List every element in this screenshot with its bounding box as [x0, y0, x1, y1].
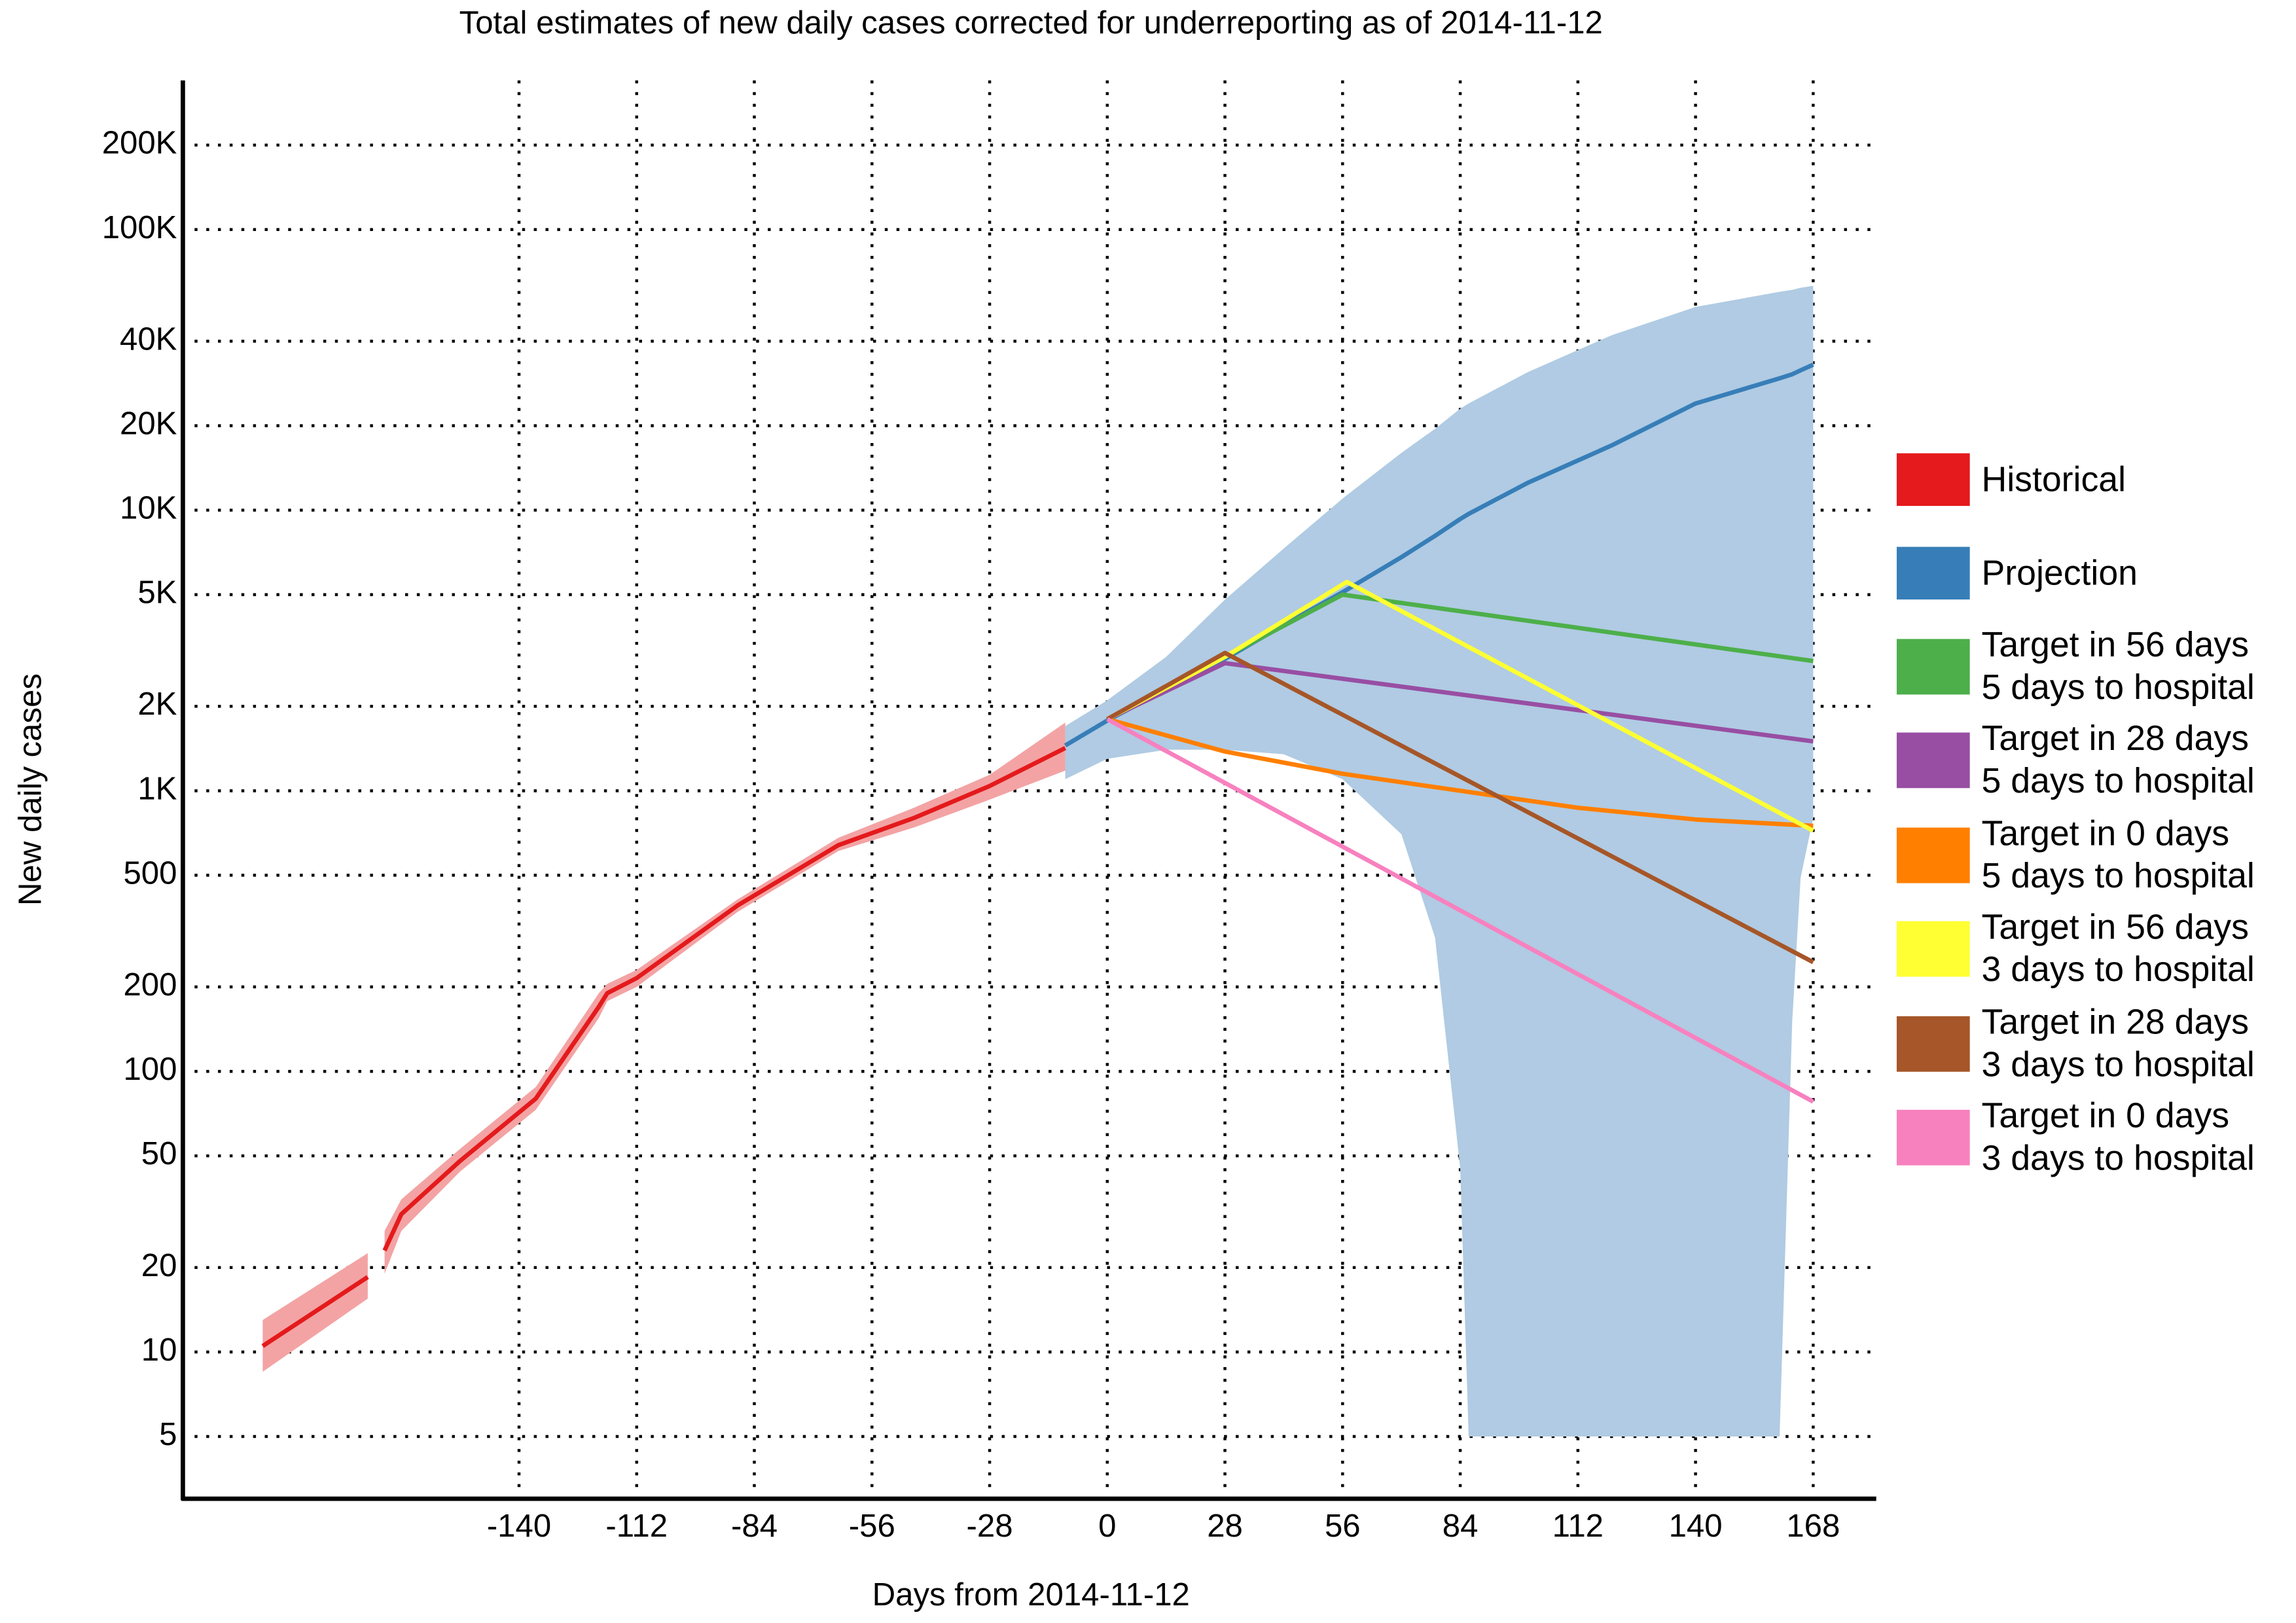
x-tick-label: 0	[1098, 1508, 1116, 1544]
legend-swatch	[1896, 546, 1970, 600]
legend-label: Historical	[1981, 459, 2126, 499]
background	[7, 0, 2289, 1623]
series-line	[1106, 717, 1814, 829]
legend-entry: Target in 56 days 3 days to hospital	[1981, 908, 2255, 990]
x-tick-label: 84	[1443, 1508, 1479, 1544]
legend-label: Target in 28 days 3 days to hospital	[1981, 1003, 2255, 1085]
y-tick-label: 100K	[102, 210, 177, 245]
x-tick-label: -56	[849, 1508, 895, 1544]
y-tick-label: 20K	[120, 406, 177, 441]
series-line	[1106, 651, 1814, 965]
legend-entry: Projection	[1981, 553, 2138, 593]
legend-swatch	[1896, 639, 1970, 695]
x-tick-label: 140	[1669, 1508, 1723, 1544]
y-tick-label: 40K	[120, 321, 177, 357]
legend-entry: Historical	[1981, 459, 2126, 499]
legend-label: Projection	[1981, 553, 2138, 593]
legend-swatch	[1896, 921, 1970, 977]
x-tick-label: 112	[1552, 1508, 1604, 1544]
x-tick-label: 28	[1207, 1508, 1243, 1544]
x-tick-label: -112	[605, 1508, 668, 1544]
y-tick-label: 200K	[102, 126, 177, 161]
series-line	[1106, 717, 1814, 1104]
y-tick-label: 50	[141, 1136, 177, 1171]
legend-swatch	[1896, 1109, 1970, 1166]
legend-swatch	[1896, 1016, 1970, 1072]
x-tick-label: -28	[967, 1508, 1013, 1544]
x-tick-label: -84	[731, 1508, 778, 1544]
series-line	[261, 746, 1067, 1348]
legend-swatch	[1896, 732, 1970, 789]
y-tick-label: 1K	[137, 771, 177, 806]
legend: Historical Projection Target in 56 days 5 …	[1896, 453, 2255, 1179]
legend-entry: Target in 56 days 5 days to hospital	[1981, 626, 2255, 708]
legend-swatch	[1896, 827, 1970, 883]
plot-area	[261, 285, 1814, 1436]
legend-entry: Target in 0 days 3 days to hospital	[1981, 1096, 2255, 1179]
chart-title: Total estimates of new daily cases corre…	[459, 5, 1603, 41]
legend-label: Target in 56 days 5 days to hospital	[1981, 626, 2255, 708]
legend-label: Target in 0 days 3 days to hospital	[1981, 1096, 2255, 1179]
x-axis-label: Days from 2014-11-12	[872, 1577, 1190, 1613]
y-tick-label: 200	[123, 967, 177, 1003]
x-tick-label: 56	[1325, 1508, 1361, 1544]
y-tick-label: 100	[123, 1052, 177, 1087]
y-tick-label: 5	[159, 1417, 177, 1452]
y-tick-label: 5K	[137, 575, 177, 611]
legend-entry: Target in 28 days 5 days to hospital	[1981, 719, 2255, 802]
legend-entry: Target in 0 days 5 days to hospital	[1981, 814, 2255, 897]
confidence-band	[1065, 285, 1814, 1436]
y-tick-label: 10K	[120, 491, 177, 526]
y-tick-label: 20	[141, 1248, 177, 1283]
legend-entry: Target in 28 days 3 days to hospital	[1981, 1003, 2255, 1085]
y-tick-label: 2K	[137, 687, 177, 722]
legend-swatch	[1896, 453, 1970, 507]
y-tick-label: 500	[123, 855, 177, 891]
x-tick-label: -140	[487, 1508, 551, 1544]
x-tick-label: 168	[1786, 1508, 1840, 1544]
ticks: 5 10 20 50 100 200 500 1K 2K 5K 10K 20K 40K 100K 200K -…	[102, 126, 1840, 1544]
y-tick-label: 10	[141, 1332, 177, 1368]
legend-label: Target in 56 days 3 days to hospital	[1981, 908, 2255, 990]
legend-label: Target in 0 days 5 days to hospital	[1981, 814, 2255, 897]
y-axis-label: New daily cases	[12, 673, 48, 906]
legend-label: Target in 28 days 5 days to hospital	[1981, 719, 2255, 802]
